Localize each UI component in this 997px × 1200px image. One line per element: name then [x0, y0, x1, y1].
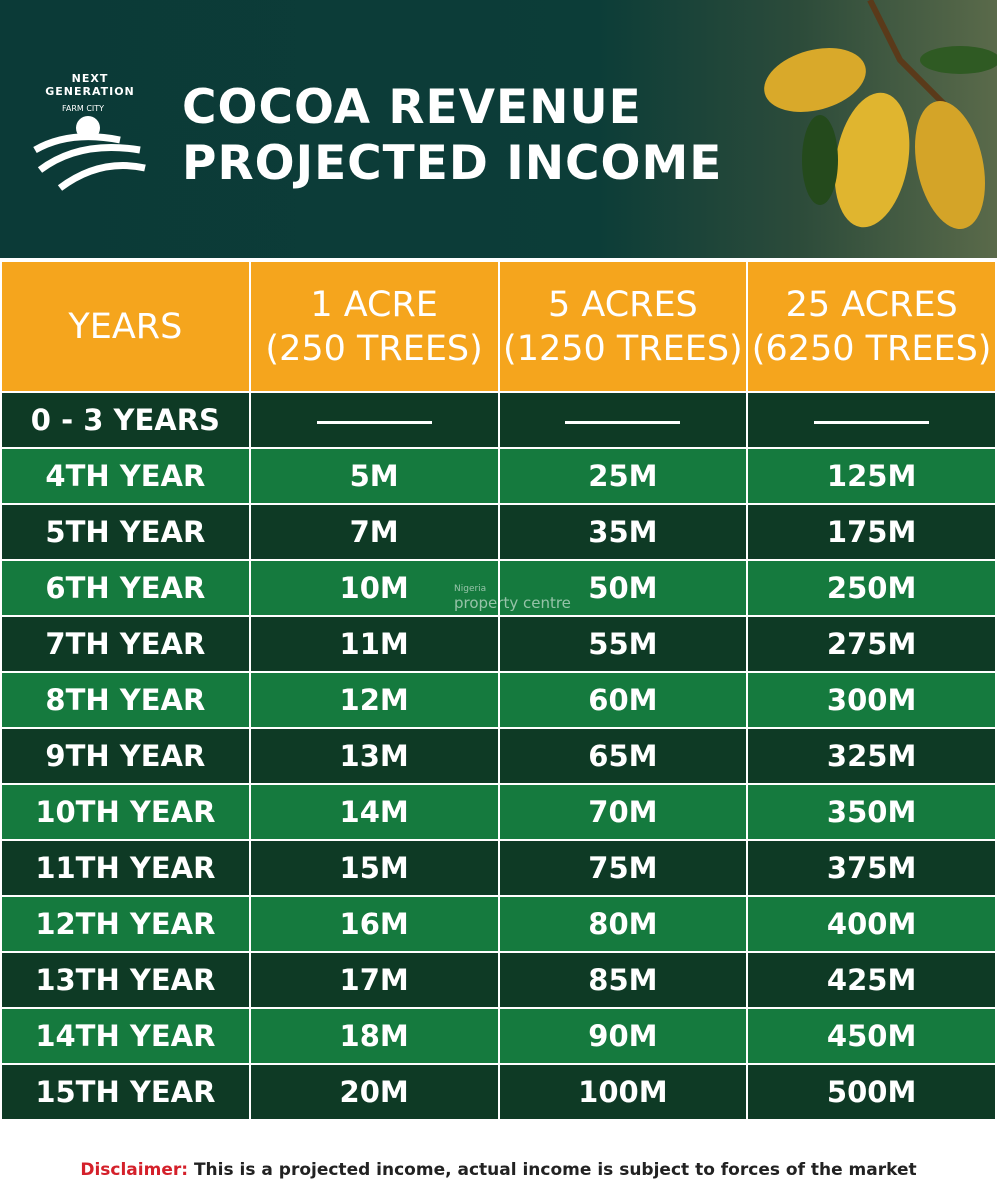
header-line: 1 ACRE — [310, 284, 438, 325]
year-cell: 12TH YEAR — [0, 895, 251, 953]
year-cell: 11TH YEAR — [0, 839, 251, 897]
income-table: YEARS 1 ACRE (250 TREES) 5 ACRES (1250 TREES… — [0, 260, 997, 1121]
income-cell: 17M — [248, 951, 500, 1009]
header-cell: YEARS — [0, 260, 251, 393]
table-row: 8TH YEAR 12M 60M 300M — [0, 671, 997, 729]
year-cell: 0 - 3 YEARS — [0, 391, 251, 449]
table-row: 15TH YEAR 20M 100M 500M — [0, 1063, 997, 1121]
table-row: 11TH YEAR 15M 75M 375M — [0, 839, 997, 897]
income-cell: 375M — [746, 839, 997, 897]
table-row: 13TH YEAR 17M 85M 425M — [0, 951, 997, 1009]
dash — [565, 420, 681, 424]
income-cell: 12M — [248, 671, 500, 729]
header-line: YEARS — [68, 306, 183, 347]
year-cell: 4TH YEAR — [0, 447, 251, 505]
disclaimer-text: This is a projected income, actual incom… — [193, 1160, 917, 1180]
dash — [814, 420, 930, 424]
income-cell: 425M — [746, 951, 997, 1009]
income-cell: 100M — [497, 1063, 749, 1121]
income-cell: 70M — [497, 783, 749, 841]
income-cell: 175M — [746, 503, 997, 561]
banner-art — [33, 0, 997, 229]
logo-name: NEXT GENERATION — [45, 72, 135, 98]
income-cell: 75M — [497, 839, 749, 897]
income-cell: 5M — [248, 447, 500, 505]
disclaimer-label: Disclaimer: — [80, 1160, 189, 1180]
income-cell: 250M — [746, 559, 997, 617]
watermark-text: Nigeria — [454, 584, 487, 594]
table-row: 7TH YEAR 11M 55M 275M — [0, 615, 997, 673]
header-line: 5 ACRES — [547, 284, 698, 325]
table-row: 5TH YEAR 7M 35M 175M — [0, 503, 997, 561]
header-line: 25 ACRES — [785, 284, 958, 325]
income-cell: 350M — [746, 783, 997, 841]
logo-sub: FARM CITY — [62, 104, 105, 113]
table-row: 14TH YEAR 18M 90M 450M — [0, 1007, 997, 1065]
income-cell: 25M — [497, 447, 749, 505]
disclaimer: Disclaimer: This is a projected income, … — [0, 1160, 997, 1180]
income-cell: 10M — [248, 559, 500, 617]
year-cell: 14TH YEAR — [0, 1007, 251, 1065]
income-cell: 85M — [497, 951, 749, 1009]
year-cell: 13TH YEAR — [0, 951, 251, 1009]
year-cell: 7TH YEAR — [0, 615, 251, 673]
income-cell: 60M — [497, 671, 749, 729]
income-cell: 15M — [248, 839, 500, 897]
year-cell: 9TH YEAR — [0, 727, 251, 785]
table-row: 10TH YEAR 14M 70M 350M — [0, 783, 997, 841]
banner: NEXT GENERATION FARM CITY COCOA REVENUE … — [0, 0, 997, 258]
table-row: 0 - 3 YEARS — [0, 391, 997, 449]
table-row: 6TH YEAR 10M 50M 250M — [0, 559, 997, 617]
income-cell: 11M — [248, 615, 500, 673]
income-cell: 65M — [497, 727, 749, 785]
year-cell: 15TH YEAR — [0, 1063, 251, 1121]
watermark-text: property centre — [454, 594, 571, 612]
income-cell: 325M — [746, 727, 997, 785]
cocoa-pods — [764, 0, 997, 229]
dash — [316, 420, 432, 424]
income-cell: 50M — [497, 559, 749, 617]
empty-cell — [248, 391, 500, 449]
income-cell: 90M — [497, 1007, 749, 1065]
year-cell: 10TH YEAR — [0, 783, 251, 841]
header-row: YEARS 1 ACRE (250 TREES) 5 ACRES (1250 TREES… — [0, 260, 997, 393]
income-cell: 55M — [497, 615, 749, 673]
income-cell: 275M — [746, 615, 997, 673]
year-cell: 8TH YEAR — [0, 671, 251, 729]
year-cell: 5TH YEAR — [0, 503, 251, 561]
income-cell: 80M — [497, 895, 749, 953]
header-line: (1250 TREES) — [503, 328, 743, 369]
year-cell: 6TH YEAR — [0, 559, 251, 617]
income-cell: 7M — [248, 503, 500, 561]
income-cell: 400M — [746, 895, 997, 953]
income-cell: 450M — [746, 1007, 997, 1065]
income-cell: 13M — [248, 727, 500, 785]
table-row: 4TH YEAR 5M 25M 125M — [0, 447, 997, 505]
income-cell: 16M — [248, 895, 500, 953]
income-cell: 125M — [746, 447, 997, 505]
header-line: (250 TREES) — [265, 328, 483, 369]
empty-cell — [497, 391, 749, 449]
title-line: PROJECTED INCOME — [182, 136, 723, 191]
income-cell: 300M — [746, 671, 997, 729]
title: COCOA REVENUE PROJECTED INCOME — [182, 80, 722, 192]
income-cell: 18M — [248, 1007, 500, 1065]
header-cell: 25 ACRES (6250 TREES) — [746, 260, 997, 393]
income-cell: 35M — [497, 503, 749, 561]
table-row: 12TH YEAR 16M 80M 400M — [0, 895, 997, 953]
income-cell: 20M — [248, 1063, 500, 1121]
table-row: 9TH YEAR 13M 65M 325M — [0, 727, 997, 785]
income-cell: 14M — [248, 783, 500, 841]
header-line: (6250 TREES) — [751, 328, 992, 369]
header-cell: 1 ACRE (250 TREES) — [248, 260, 500, 393]
title-line: COCOA REVENUE — [182, 80, 642, 135]
income-cell: 500M — [746, 1063, 997, 1121]
header-cell: 5 ACRES (1250 TREES) — [497, 260, 749, 393]
empty-cell — [746, 391, 997, 449]
watermark: Nigeria property centre — [402, 584, 571, 612]
logo-mark — [33, 116, 146, 191]
